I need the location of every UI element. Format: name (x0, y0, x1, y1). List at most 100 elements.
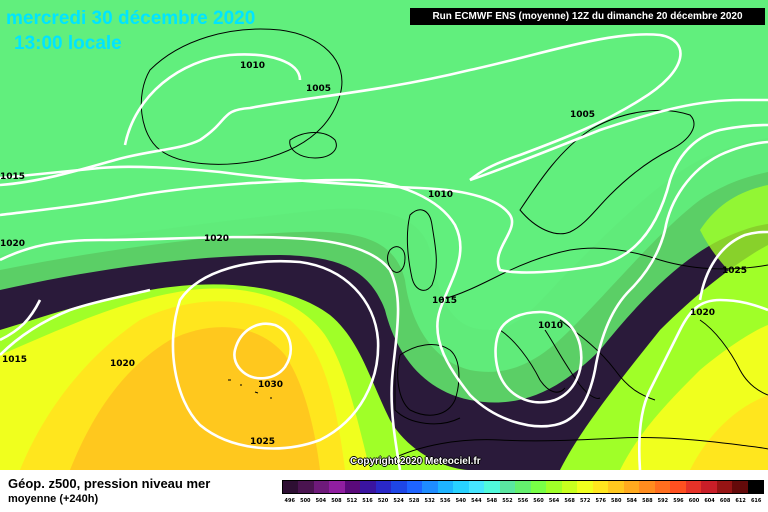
copyright-notice: Copyright 2020 Meteociel.fr (350, 456, 481, 467)
color-scale-label: 552 (502, 498, 513, 504)
isobar-1020-loop (0, 288, 151, 356)
color-scale-label: 528 (408, 498, 420, 504)
isobar-1005-east (469, 98, 768, 182)
color-scale-swatch (499, 481, 516, 493)
isobar-label: 1025 (722, 266, 747, 276)
italy-coast (544, 329, 601, 399)
isobar-1030 (233, 322, 293, 380)
isobar-1015-mid (349, 140, 768, 428)
color-scale-swatch (406, 481, 423, 493)
color-scale-label: 548 (486, 498, 498, 504)
color-scale-swatch (484, 481, 500, 493)
color-scale-label: 520 (377, 498, 389, 504)
isobar-label: 1020 (0, 239, 25, 249)
color-scale-swatch (283, 481, 299, 493)
color-scale-swatch (701, 481, 717, 493)
isobar-1010-low (494, 310, 583, 404)
color-scale-label: 576 (595, 498, 606, 504)
isobar-label: 1020 (110, 359, 135, 369)
legend-subtitle: moyenne (+240h) (8, 493, 99, 505)
color-scale-label: 556 (517, 498, 529, 504)
color-scale-label: 584 (626, 498, 638, 504)
forecast-date: mercredi 30 décembre 2020 (6, 8, 256, 29)
isobar-label: 1015 (0, 172, 25, 182)
color-scale-swatch (298, 481, 314, 493)
color-scale-swatch (716, 481, 733, 493)
british-isles-coast (406, 209, 437, 291)
color-scale-swatch (623, 481, 640, 493)
forecast-time: 13:00 locale (14, 33, 122, 54)
isobar-1025 (171, 260, 380, 450)
color-scale-label: 604 (704, 498, 715, 504)
color-scale-label: 508 (331, 498, 342, 504)
isobar-label: 1010 (428, 190, 453, 200)
color-scale-swatch (577, 481, 593, 493)
color-scale-swatch (391, 481, 407, 493)
isobar-labels: 1010 1005 1005 1015 1010 1020 1020 1015 … (0, 61, 747, 447)
color-scale-labels: 496 500 504 508 512 516 520 524 528 532 536 540 544 5… (282, 498, 764, 504)
isobar-label: 1010 (240, 61, 265, 71)
isobar-1020-west (0, 235, 402, 470)
isobars (0, 33, 768, 470)
color-scale-label: 616 (750, 498, 762, 504)
color-scale-label: 496 (284, 498, 295, 504)
model-run-info: Run ECMWF ENS (moyenne) 12Z du dimanche … (410, 8, 765, 25)
color-scale-swatch (561, 481, 578, 493)
north-africa-coast (389, 436, 768, 461)
europe-coast (397, 247, 768, 416)
band-556 (0, 0, 768, 403)
color-scale-swatch (313, 481, 330, 493)
weather-map: 1010 1005 1005 1015 1010 1020 1020 1015 … (0, 0, 768, 470)
iberia-coast (394, 355, 461, 425)
color-scale-label: 592 (657, 498, 669, 504)
iceland-coast (289, 132, 337, 159)
color-scale-label: 596 (673, 498, 684, 504)
isobar-label: 1010 (538, 321, 563, 331)
color-scale-label: 544 (471, 498, 482, 504)
color-scale-label: 580 (611, 498, 622, 504)
color-scale-swatch (468, 481, 485, 493)
color-scale-swatch (530, 481, 547, 493)
color-scale-swatch (375, 481, 392, 493)
coastlines (140, 28, 768, 461)
isobar-1025-east (698, 230, 768, 301)
color-scale-label: 524 (393, 498, 404, 504)
isobar-1015-west (0, 178, 351, 217)
color-scale-label: 532 (424, 498, 435, 504)
color-scale-swatch (344, 481, 361, 493)
band-east-ne (700, 185, 768, 300)
color-scale-swatch (329, 481, 345, 493)
color-scale-label: 560 (533, 498, 544, 504)
color-scale (282, 480, 764, 494)
legend-title: Géop. z500, pression niveau mer (8, 476, 211, 491)
color-scale-label: 572 (579, 498, 591, 504)
color-scale-swatch (453, 481, 469, 493)
color-scale-label: 568 (564, 498, 575, 504)
color-scale-label: 512 (346, 498, 358, 504)
isobar-label: 1030 (258, 380, 283, 390)
isobar-label: 1005 (306, 84, 331, 94)
isobar-label: 1005 (570, 110, 595, 120)
scandinavia-coast (519, 109, 695, 235)
isobar-label: 1020 (204, 234, 229, 244)
color-scale-swatch (639, 481, 655, 493)
isobar-1015-sw (0, 299, 42, 342)
color-scale-swatch (515, 481, 531, 493)
isobar-label: 1015 (2, 355, 27, 365)
isobar-1005-north (0, 33, 682, 187)
color-scale-swatch (685, 481, 702, 493)
color-scale-swatch (437, 481, 454, 493)
color-scale-swatch (546, 481, 562, 493)
color-scale-label: 504 (315, 498, 327, 504)
color-scale-swatch (360, 481, 376, 493)
color-scale-label: 540 (455, 498, 466, 504)
band-warm-580 (70, 327, 320, 470)
color-scale-label: 536 (440, 498, 451, 504)
isobar-label: 1020 (690, 308, 715, 318)
color-scale-swatch (670, 481, 686, 493)
isobar-1020-east (638, 298, 768, 470)
color-scale-label: 608 (719, 498, 731, 504)
legend-bar: Géop. z500, pression niveau mer moyenne … (0, 470, 768, 512)
ireland-coast (387, 246, 406, 273)
color-scale-label: 516 (362, 498, 373, 504)
